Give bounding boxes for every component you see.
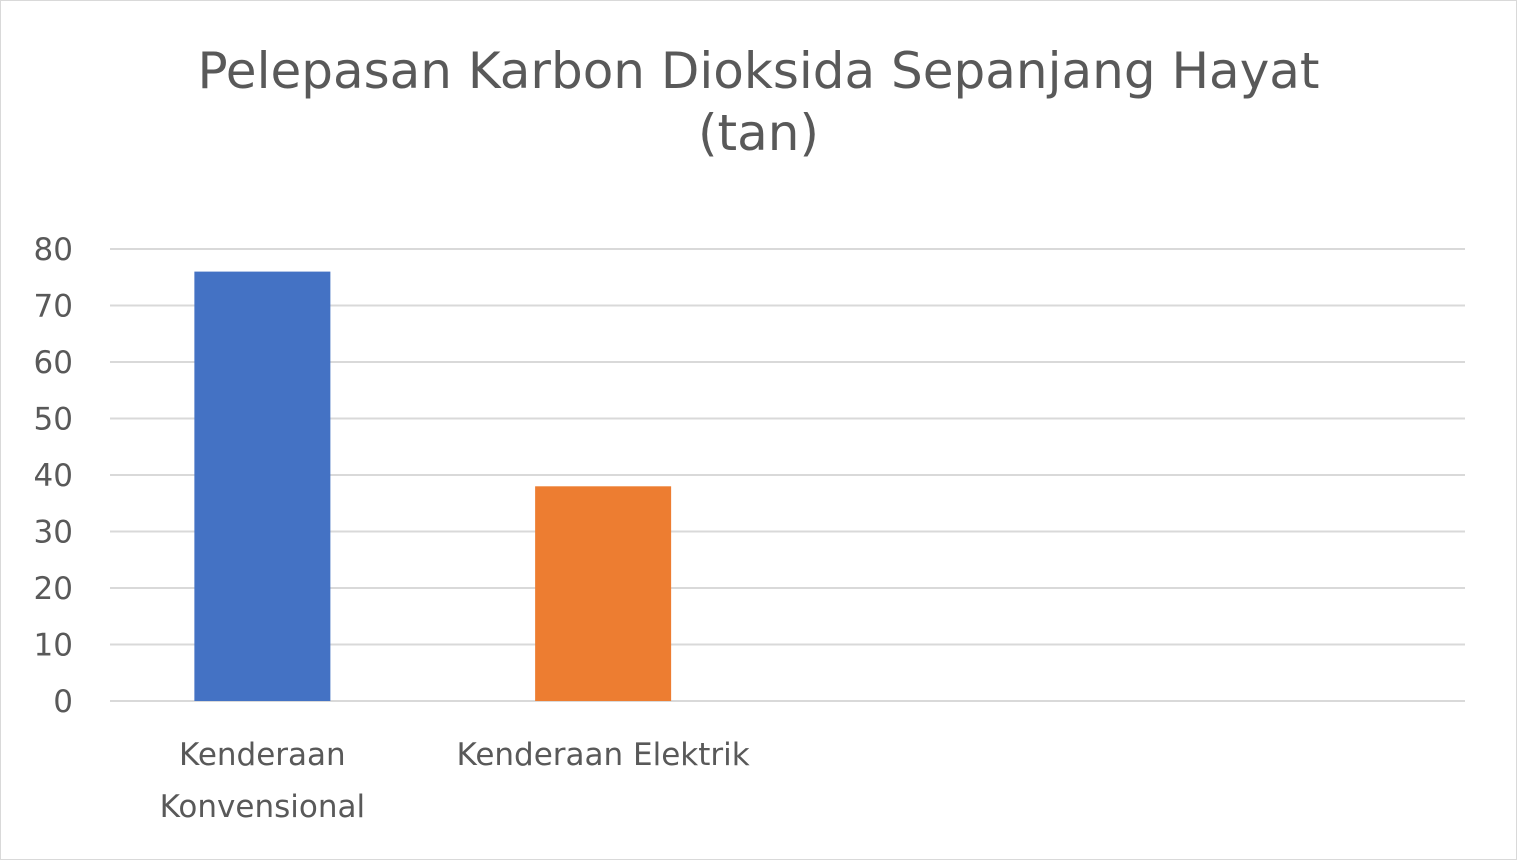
chart-title-line-2: (tan) <box>698 104 819 162</box>
bar <box>535 486 672 701</box>
gridlines <box>110 248 1465 702</box>
category-label: Kenderaan <box>179 737 346 773</box>
category-label: Kenderaan Elektrik <box>457 737 750 773</box>
y-tick-label: 30 <box>34 515 73 551</box>
y-axis-tick-labels: 0 10 20 30 40 50 60 70 80 <box>34 232 73 720</box>
bars <box>194 271 672 701</box>
y-tick-label: 20 <box>34 571 73 607</box>
y-tick-label: 0 <box>53 684 73 720</box>
x-axis-category-labels: Kenderaan Konvensional Kenderaan Elektrik <box>160 737 750 825</box>
y-tick-label: 70 <box>34 289 73 325</box>
y-tick-label: 50 <box>34 402 73 438</box>
y-tick-label: 60 <box>34 345 73 381</box>
bar <box>194 271 331 701</box>
y-tick-label: 80 <box>34 232 73 268</box>
category-label: Konvensional <box>160 789 365 825</box>
y-tick-label: 10 <box>34 628 73 664</box>
chart-title-line-1: Pelepasan Karbon Dioksida Sepanjang Haya… <box>197 42 1320 100</box>
y-tick-label: 40 <box>34 458 73 494</box>
chart-title: Pelepasan Karbon Dioksida Sepanjang Haya… <box>0 40 1517 164</box>
